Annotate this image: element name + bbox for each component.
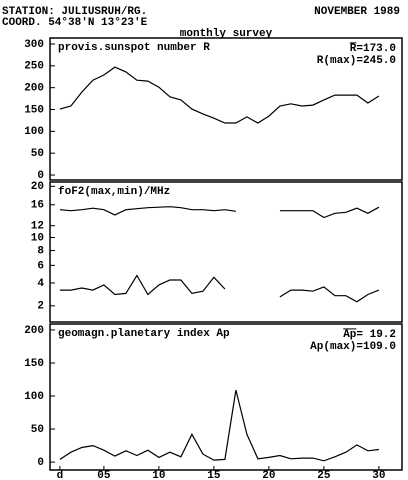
data-line bbox=[59, 66, 380, 124]
annotation: R=173.0 bbox=[350, 43, 396, 55]
y-tick-label: 250 bbox=[24, 61, 44, 73]
y-tick-label: 300 bbox=[24, 39, 44, 51]
date: NOVEMBER 1989 bbox=[314, 6, 400, 18]
x-tick-label: 15 bbox=[207, 470, 221, 480]
y-tick-label: 6 bbox=[37, 260, 44, 272]
station: STATION: JULIUSRUH/RG. bbox=[2, 6, 147, 18]
y-tick-label: 0 bbox=[37, 170, 44, 182]
annotation: R(max)=245.0 bbox=[317, 55, 396, 67]
x-tick-label: d bbox=[57, 470, 64, 480]
coord: COORD. 54°38'N 13°23'E bbox=[2, 17, 148, 29]
panel-frame bbox=[49, 181, 403, 323]
x-tick-label: 05 bbox=[97, 470, 111, 480]
annotation: Ap(max)=109.0 bbox=[310, 341, 396, 353]
y-tick-label: 0 bbox=[37, 457, 44, 469]
data-line bbox=[59, 274, 380, 303]
x-tick-label: 20 bbox=[262, 470, 275, 480]
data-line bbox=[59, 389, 379, 462]
y-tick-label: 50 bbox=[31, 424, 44, 436]
x-tick-label: 30 bbox=[372, 470, 385, 480]
subtitle: monthly survey bbox=[180, 28, 273, 40]
y-tick-label: 16 bbox=[31, 200, 44, 212]
panel-frame bbox=[49, 37, 403, 181]
y-tick-label: 2 bbox=[37, 301, 44, 313]
y-tick-label: 20 bbox=[31, 181, 44, 193]
panel-title: foF2(max,min)/MHz bbox=[58, 186, 170, 198]
y-tick-label: 12 bbox=[31, 221, 44, 233]
x-tick-label: 25 bbox=[317, 470, 331, 480]
panel-title: geomagn.planetary index Ap bbox=[58, 328, 230, 340]
y-tick-label: 150 bbox=[24, 358, 44, 370]
x-tick-label: 10 bbox=[152, 470, 165, 480]
panel-title: provis.sunspot number R bbox=[58, 42, 210, 54]
y-tick-label: 150 bbox=[24, 104, 44, 116]
annotation: Ap= 19.2 bbox=[343, 329, 396, 341]
data-line bbox=[59, 206, 380, 219]
y-tick-label: 50 bbox=[31, 148, 44, 160]
y-tick-label: 200 bbox=[24, 83, 44, 95]
y-tick-label: 200 bbox=[24, 325, 44, 337]
y-tick-label: 100 bbox=[24, 126, 44, 138]
panel-frame bbox=[49, 323, 403, 471]
y-tick-label: 8 bbox=[37, 245, 44, 257]
y-tick-label: 4 bbox=[37, 278, 44, 290]
y-tick-label: 10 bbox=[31, 232, 44, 244]
y-tick-label: 100 bbox=[24, 391, 44, 403]
